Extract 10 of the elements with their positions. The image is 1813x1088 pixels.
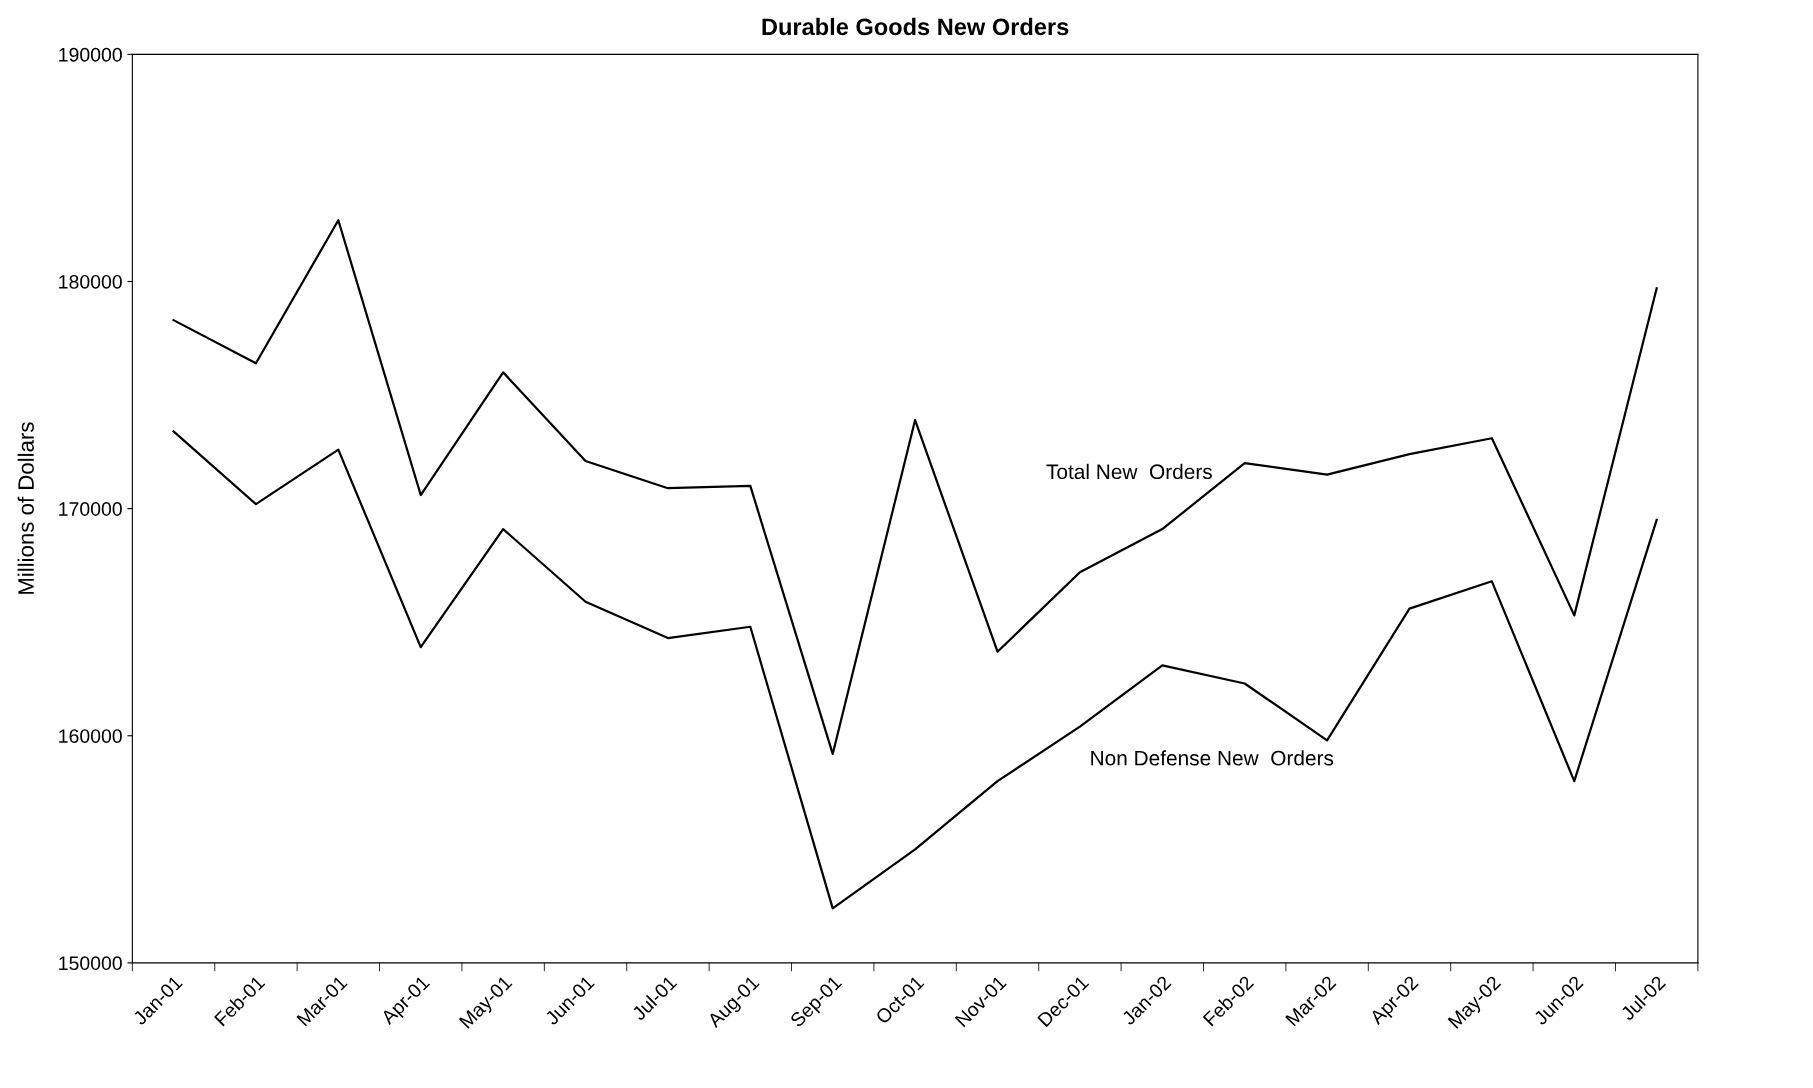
y-tick-label: 190000 xyxy=(59,47,122,62)
y-tick-label: 170000 xyxy=(59,502,122,516)
chart-title: Durable Goods New Orders xyxy=(762,17,1069,36)
series-label: Total New Orders xyxy=(1046,463,1212,480)
y-tick-label: 150000 xyxy=(59,956,122,971)
series-label: Non Defense New Orders xyxy=(1091,750,1334,766)
y-axis-title: Millions of Dollars xyxy=(17,422,34,594)
y-tick-label: 160000 xyxy=(59,729,122,743)
line-series xyxy=(172,430,1658,910)
y-tick-label: 180000 xyxy=(59,274,122,289)
